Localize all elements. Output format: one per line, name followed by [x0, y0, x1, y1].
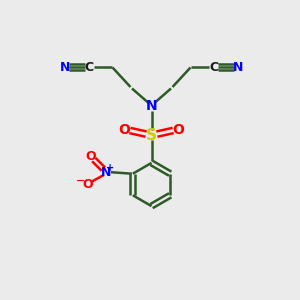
- Text: N: N: [60, 61, 70, 74]
- Text: O: O: [118, 124, 130, 137]
- Text: +: +: [106, 163, 114, 173]
- Text: O: O: [172, 124, 184, 137]
- Text: N: N: [233, 61, 243, 74]
- Text: N: N: [101, 166, 112, 179]
- Text: O: O: [82, 178, 93, 191]
- Text: O: O: [85, 150, 96, 163]
- Text: N: N: [146, 100, 157, 113]
- Text: S: S: [146, 128, 157, 142]
- Text: −: −: [76, 176, 85, 186]
- Text: C: C: [85, 61, 94, 74]
- Text: C: C: [209, 61, 218, 74]
